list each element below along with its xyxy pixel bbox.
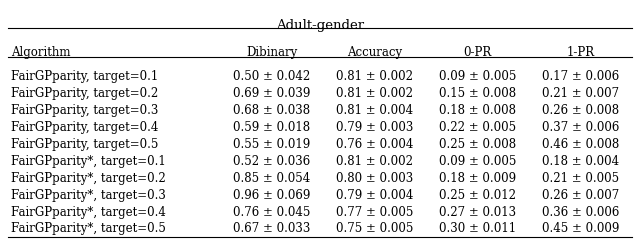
Text: 0.22 ± 0.005: 0.22 ± 0.005 <box>439 121 516 134</box>
Text: 0.09 ± 0.005: 0.09 ± 0.005 <box>439 155 516 168</box>
Text: 0.46 ± 0.008: 0.46 ± 0.008 <box>542 138 620 151</box>
Text: FairGPparity*, target=0.4: FairGPparity*, target=0.4 <box>11 205 166 218</box>
Text: 0.76 ± 0.045: 0.76 ± 0.045 <box>233 205 310 218</box>
Text: 0.50 ± 0.042: 0.50 ± 0.042 <box>233 70 310 83</box>
Text: FairGPparity*, target=0.3: FairGPparity*, target=0.3 <box>11 188 166 202</box>
Text: 0.26 ± 0.007: 0.26 ± 0.007 <box>542 188 620 202</box>
Text: 0.75 ± 0.005: 0.75 ± 0.005 <box>336 223 413 235</box>
Text: 0.80 ± 0.003: 0.80 ± 0.003 <box>336 172 413 185</box>
Text: 0.15 ± 0.008: 0.15 ± 0.008 <box>439 87 516 100</box>
Text: 0.79 ± 0.003: 0.79 ± 0.003 <box>336 121 413 134</box>
Text: 0.79 ± 0.004: 0.79 ± 0.004 <box>336 188 413 202</box>
Text: 0.81 ± 0.004: 0.81 ± 0.004 <box>336 104 413 117</box>
Text: 0.55 ± 0.019: 0.55 ± 0.019 <box>233 138 310 151</box>
Text: 0.96 ± 0.069: 0.96 ± 0.069 <box>233 188 310 202</box>
Text: 0.59 ± 0.018: 0.59 ± 0.018 <box>233 121 310 134</box>
Text: 0.09 ± 0.005: 0.09 ± 0.005 <box>439 70 516 83</box>
Text: Algorithm: Algorithm <box>11 46 70 59</box>
Text: 0.81 ± 0.002: 0.81 ± 0.002 <box>336 155 413 168</box>
Text: 0.85 ± 0.054: 0.85 ± 0.054 <box>233 172 310 185</box>
Text: 0.68 ± 0.038: 0.68 ± 0.038 <box>233 104 310 117</box>
Text: FairGPparity*, target=0.5: FairGPparity*, target=0.5 <box>11 223 166 235</box>
Text: Adult-gender: Adult-gender <box>276 19 364 32</box>
Text: 0.36 ± 0.006: 0.36 ± 0.006 <box>542 205 620 218</box>
Text: Dibinary: Dibinary <box>246 46 297 59</box>
Text: 0.37 ± 0.006: 0.37 ± 0.006 <box>542 121 620 134</box>
Text: FairGPparity, target=0.5: FairGPparity, target=0.5 <box>11 138 158 151</box>
Text: 0.21 ± 0.005: 0.21 ± 0.005 <box>542 172 620 185</box>
Text: FairGPparity, target=0.3: FairGPparity, target=0.3 <box>11 104 158 117</box>
Text: 0.45 ± 0.009: 0.45 ± 0.009 <box>542 223 620 235</box>
Text: Accuracy: Accuracy <box>347 46 402 59</box>
Text: 0-PR: 0-PR <box>463 46 492 59</box>
Text: 0.18 ± 0.004: 0.18 ± 0.004 <box>542 155 620 168</box>
Text: FairGPparity, target=0.2: FairGPparity, target=0.2 <box>11 87 158 100</box>
Text: 0.76 ± 0.004: 0.76 ± 0.004 <box>336 138 413 151</box>
Text: 0.81 ± 0.002: 0.81 ± 0.002 <box>336 87 413 100</box>
Text: 0.18 ± 0.009: 0.18 ± 0.009 <box>439 172 516 185</box>
Text: 0.81 ± 0.002: 0.81 ± 0.002 <box>336 70 413 83</box>
Text: FairGPparity*, target=0.2: FairGPparity*, target=0.2 <box>11 172 166 185</box>
Text: 0.30 ± 0.011: 0.30 ± 0.011 <box>439 223 516 235</box>
Text: 0.17 ± 0.006: 0.17 ± 0.006 <box>542 70 620 83</box>
Text: 0.26 ± 0.008: 0.26 ± 0.008 <box>542 104 620 117</box>
Text: FairGPparity, target=0.1: FairGPparity, target=0.1 <box>11 70 158 83</box>
Text: FairGPparity*, target=0.1: FairGPparity*, target=0.1 <box>11 155 166 168</box>
Text: 0.69 ± 0.039: 0.69 ± 0.039 <box>233 87 310 100</box>
Text: 0.52 ± 0.036: 0.52 ± 0.036 <box>233 155 310 168</box>
Text: 0.21 ± 0.007: 0.21 ± 0.007 <box>542 87 620 100</box>
Text: FairGPparity, target=0.4: FairGPparity, target=0.4 <box>11 121 158 134</box>
Text: 1-PR: 1-PR <box>566 46 595 59</box>
Text: 0.25 ± 0.012: 0.25 ± 0.012 <box>439 188 516 202</box>
Text: 0.27 ± 0.013: 0.27 ± 0.013 <box>439 205 516 218</box>
Text: 0.67 ± 0.033: 0.67 ± 0.033 <box>233 223 310 235</box>
Text: 0.18 ± 0.008: 0.18 ± 0.008 <box>439 104 516 117</box>
Text: 0.77 ± 0.005: 0.77 ± 0.005 <box>336 205 413 218</box>
Text: 0.25 ± 0.008: 0.25 ± 0.008 <box>439 138 516 151</box>
